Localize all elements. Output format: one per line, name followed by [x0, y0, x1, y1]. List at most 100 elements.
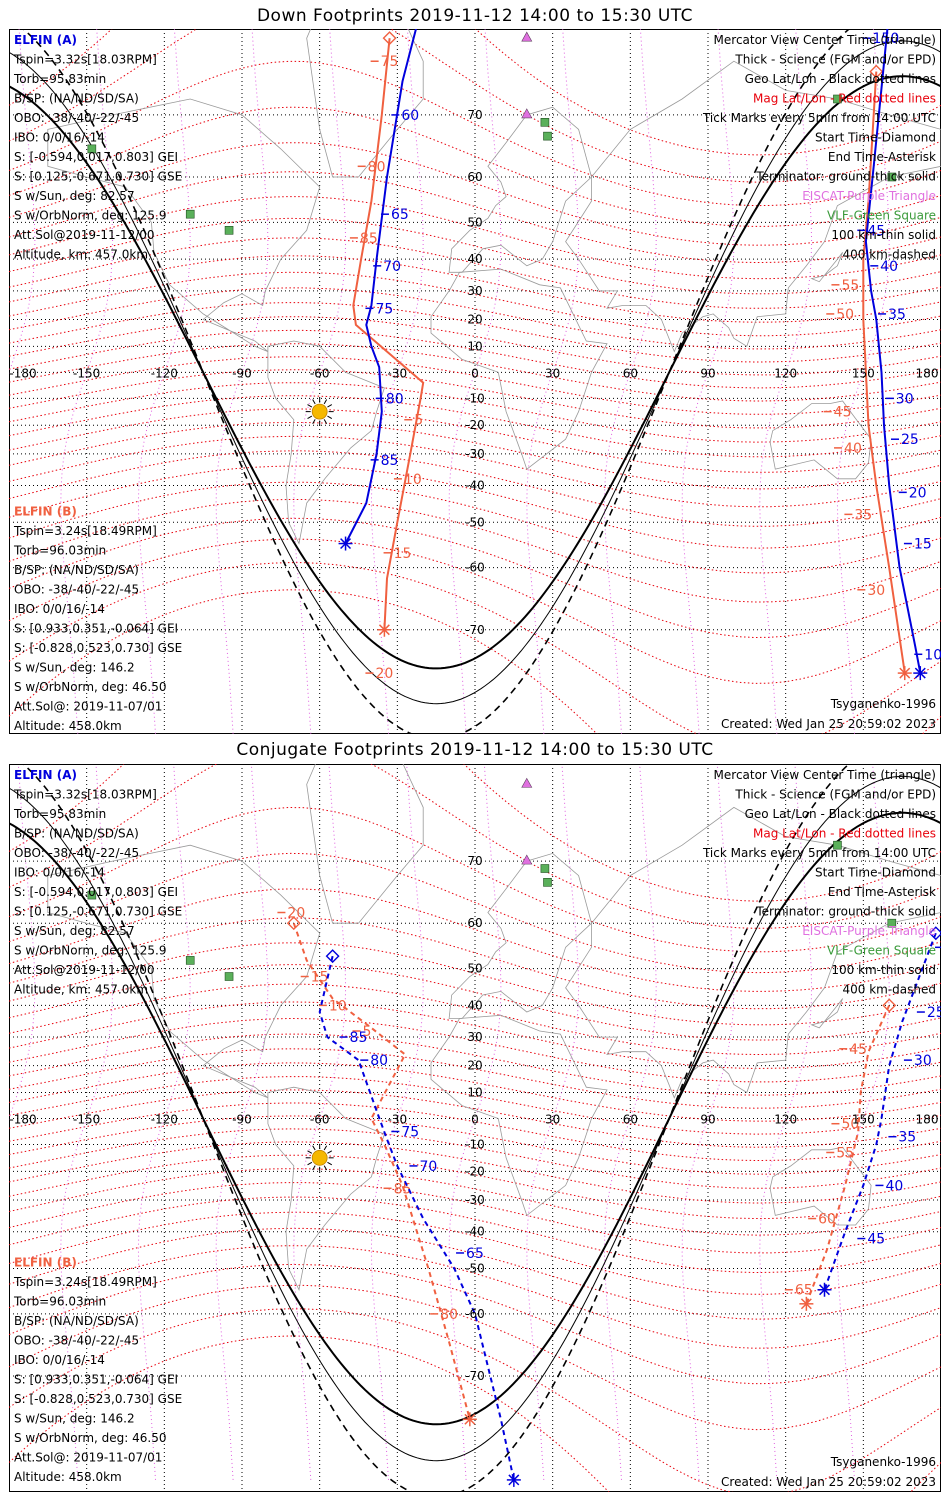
legend: Mercator View Center Time (triangle) Thic…: [702, 768, 936, 997]
bottom-panel-title: Conjugate Footprints 2019-11-12 14:00 to…: [236, 740, 714, 760]
mag-latitude-line: [9, 29, 941, 156]
mag-latitude-line: [9, 1115, 941, 1175]
legend-entry: 400 km-dashed: [842, 248, 936, 262]
tick-label: 35: [898, 1130, 916, 1146]
elfin-b-info-line: S: [0.933,0.351,-0.064] GEI: [14, 621, 178, 635]
terminator-400km: [22, 29, 851, 734]
vlf-square: [833, 94, 842, 104]
tick-label: 60: [818, 1212, 836, 1228]
mag-grid: [9, 764, 941, 1492]
elfin-a-track-east: 202530354045: [817, 926, 941, 1297]
tick-label: 5: [414, 413, 423, 429]
elfin-b-info-line: S: [0.933,0.351,-0.064] GEI: [14, 1372, 178, 1386]
latitude-label: -40: [465, 1225, 485, 1239]
coastline: [448, 852, 592, 1019]
elfin-a-info-line: S: [0.125,-0.671,0.730] GSE: [14, 170, 182, 184]
tick-label: 50: [836, 307, 854, 323]
mag-latitude-line: [9, 764, 941, 929]
elfin-a-info-header: ELFIN (A): [14, 33, 77, 47]
latitude-label: 30: [467, 1030, 482, 1044]
latitude-label: -20: [465, 1164, 485, 1178]
down-footprints-map: 7580855101520606570758085555045403530150…: [9, 29, 941, 734]
latitude-label: -40: [465, 478, 485, 492]
sun-icon: [305, 397, 334, 426]
mag-latitude-line: [9, 1227, 941, 1320]
longitude-label: -150: [73, 366, 100, 380]
longitude-label: -120: [151, 366, 178, 380]
mag-longitude-line: [9, 764, 36, 1121]
coastline: [448, 106, 592, 273]
eiscat-triangle: [521, 31, 533, 42]
tick-label: 50: [841, 1117, 859, 1133]
vlf-square: [540, 864, 550, 873]
elfin-b-info-line: Altitude: 458.0km: [14, 719, 122, 733]
longitude-label: -90: [232, 366, 252, 380]
mag-latitude-line: [9, 1062, 941, 1122]
mag-latitude-line: [9, 481, 941, 574]
elfin-a-info-line: OBO: -38/-40/-22/-45: [14, 846, 139, 860]
coastline: [267, 340, 385, 545]
mag-grid: [9, 29, 941, 734]
tick-label: 5: [363, 1024, 372, 1040]
vlf-square: [224, 972, 234, 981]
mag-longitude-line: [60, 764, 114, 1480]
elfin-a-info-line: S w/OrbNorm, deg: 125.9: [14, 209, 166, 223]
vlf-square: [185, 956, 195, 965]
longitude-label: 150: [852, 366, 875, 380]
tick-label: 20: [287, 906, 305, 922]
axis-labels: -180 -150 -120 -90 -60 -30 0 30 60 90 120 150 180 70 6…: [9, 108, 938, 637]
latitude-label: -70: [465, 1369, 485, 1383]
mag-longitude-line: [836, 764, 890, 1480]
mag-latitude-line: [9, 237, 941, 309]
latitude-label: 40: [467, 998, 482, 1012]
tick-label: 30: [914, 1053, 932, 1069]
longitude-label: -30: [388, 366, 408, 380]
tick-label: 75: [381, 54, 399, 70]
latitude-label: -70: [465, 623, 485, 637]
mag-latitude-line: [9, 764, 941, 902]
mag-latitude-line: [9, 1128, 941, 1189]
continents: [47, 29, 941, 545]
mag-latitude-line: [9, 1211, 941, 1295]
sun-ray: [312, 1145, 316, 1151]
coastline: [267, 1086, 385, 1291]
coastline: [769, 1146, 872, 1226]
mag-latitude-line: [9, 942, 941, 1026]
mag-latitude-line: [9, 329, 941, 389]
mag-latitude-line: [9, 29, 941, 183]
elfin-b-info-line: S: [-0.828,0.523,0.730] GSE: [14, 641, 182, 655]
elfin-a-track-line: [344, 29, 417, 544]
longitude-label: -60: [310, 366, 330, 380]
conjugate-footprints-map: 2015105858085807570654550556065202530354…: [9, 764, 941, 1492]
tick-label: 35: [854, 507, 872, 523]
latitude-label: 30: [467, 284, 482, 298]
mag-latitude-line: [9, 60, 941, 207]
mag-longitude-line: [759, 764, 813, 1480]
tick-label: 40: [885, 1178, 903, 1194]
elfin-a-track-east-line: [823, 932, 937, 1291]
terminator-100km: [9, 775, 941, 1462]
coastline: [810, 252, 843, 283]
legend-entry: Start Time-Diamond: [815, 866, 936, 880]
elfin-b-track-east-end-asterisk: [799, 1296, 814, 1311]
mag-latitude-line: [9, 1308, 941, 1492]
elfin-b-info-line: Torb=96.03min: [13, 543, 106, 557]
tick-label: 15: [914, 537, 932, 553]
tick-label: 65: [795, 1283, 813, 1299]
tick-label: 85: [381, 453, 399, 469]
elfin-b-info-line: B/SP: (NA/ND/SD/SA): [14, 563, 139, 577]
latitude-label: 60: [467, 170, 482, 184]
latitude-label: -30: [465, 1193, 485, 1207]
mag-latitude-line: [9, 1263, 941, 1385]
eiscat-triangle: [521, 108, 533, 119]
mag-latitude-line: [9, 1048, 941, 1109]
longitude-label: 60: [623, 1113, 638, 1127]
terminator-100km: [9, 40, 941, 705]
mag-latitude-line: [9, 142, 941, 246]
elfin-b-info-line: S: [-0.828,0.523,0.730] GSE: [14, 1392, 182, 1406]
elfin-a-track-east-end-asterisk: [913, 666, 928, 681]
mag-latitude-line: [9, 538, 941, 684]
elfin-a-info-line: Tspin=3.32s[18.03RPM]: [13, 788, 157, 802]
tick-label: 15: [311, 970, 329, 986]
elfin-a-info-line: Att.Sol@2019-11-12/00: [14, 963, 155, 977]
